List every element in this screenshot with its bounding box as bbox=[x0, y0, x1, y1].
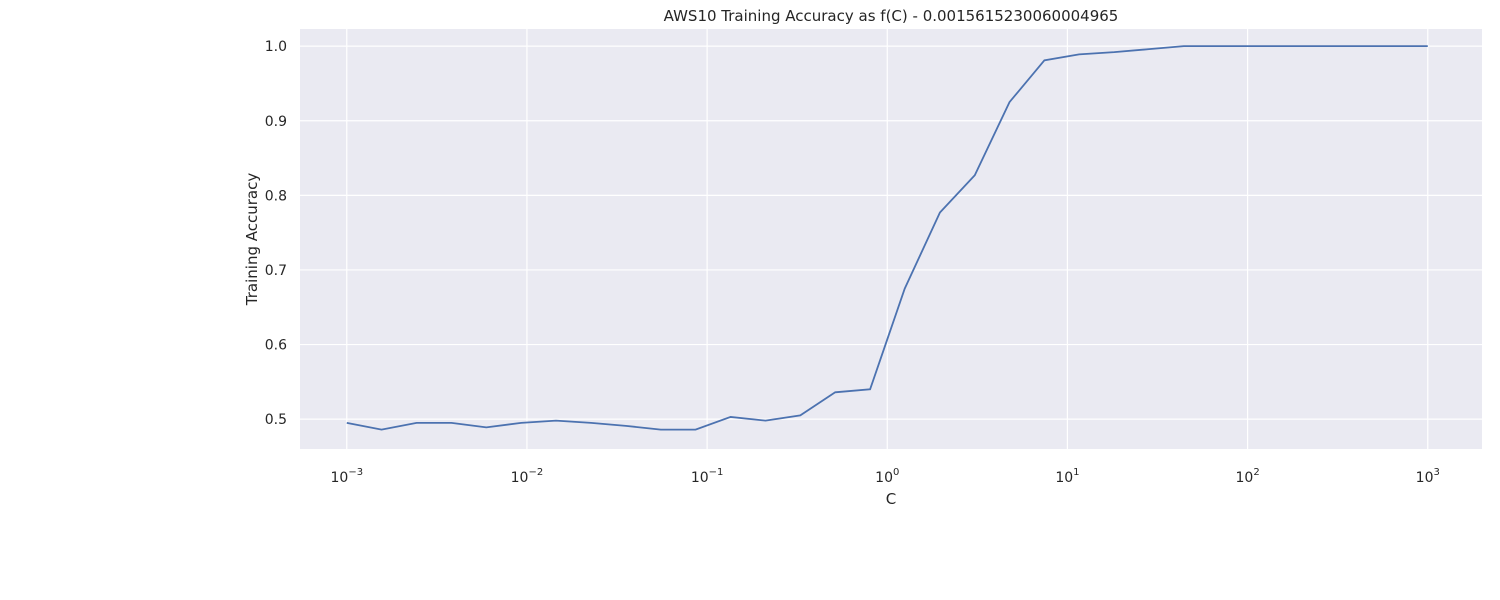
x-tick-label: 101 bbox=[1055, 467, 1079, 486]
y-tick-label: 1.0 bbox=[265, 39, 287, 55]
x-tick-label: 10−2 bbox=[511, 467, 544, 486]
plot-area bbox=[300, 29, 1482, 449]
y-tick-label: 0.9 bbox=[265, 114, 287, 130]
x-tick-label: 10−3 bbox=[330, 467, 363, 486]
x-axis-label: C bbox=[886, 490, 896, 508]
y-tick-label: 0.8 bbox=[265, 188, 287, 204]
y-tick-label: 0.5 bbox=[265, 412, 287, 428]
x-tick-label: 100 bbox=[875, 467, 899, 486]
x-tick-label: 103 bbox=[1416, 467, 1440, 486]
y-axis-label: Training Accuracy bbox=[243, 173, 261, 307]
chart-title: AWS10 Training Accuracy as f(C) - 0.0015… bbox=[664, 7, 1119, 25]
tick-labels: 10−3 10−2 10−1 100 101 102 103 0.5 0.6 0.7 0.8 0.9 1… bbox=[265, 39, 1440, 486]
y-tick-label: 0.6 bbox=[265, 338, 287, 354]
y-tick-label: 0.7 bbox=[265, 263, 287, 279]
series-line bbox=[346, 45, 1428, 431]
x-tick-label: 102 bbox=[1235, 467, 1259, 486]
x-tick-label: 10−1 bbox=[691, 467, 724, 486]
